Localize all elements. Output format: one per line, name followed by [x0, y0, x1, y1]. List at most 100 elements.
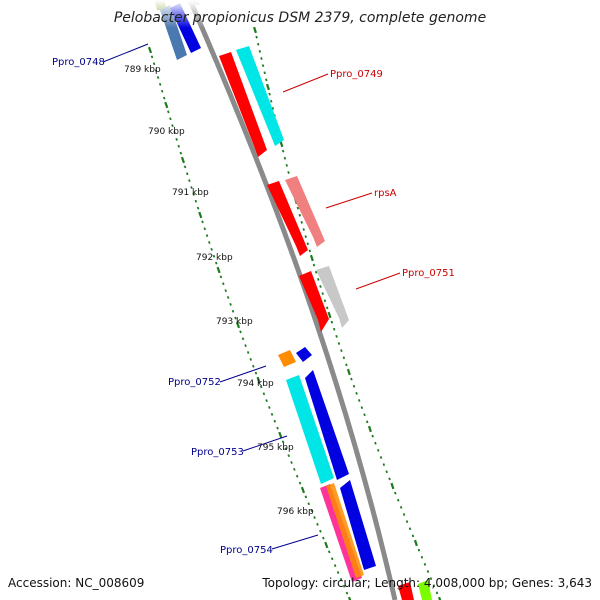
tick-mark [180, 156, 186, 164]
tick-mark [298, 213, 302, 217]
tick-mark [438, 596, 442, 600]
tick-mark [246, 351, 250, 354]
gene-feature-rpsa[interactable] [285, 176, 325, 247]
gene-label[interactable]: Ppro_0753 [191, 447, 244, 458]
tick-mark [310, 509, 313, 513]
tick-mark [396, 498, 400, 502]
tick-mark [319, 285, 322, 288]
tick-mark [183, 165, 187, 169]
tick-mark [268, 92, 271, 96]
tick-label: 791 kbp [172, 188, 209, 198]
label-leader [102, 43, 149, 63]
tick-mark [265, 83, 270, 91]
tick-mark [435, 591, 439, 595]
tick-mark [287, 454, 290, 458]
tick-mark [198, 211, 203, 219]
tick-mark [265, 78, 268, 82]
tick-mark [307, 502, 310, 506]
gene-feature[interactable] [326, 483, 364, 578]
label-leader [282, 73, 329, 93]
tick-mark [302, 228, 305, 231]
tick-label: 794 kbp [237, 379, 274, 389]
feature-gaps [210, 160, 300, 178]
tick-mark [239, 330, 242, 334]
tick-mark [335, 334, 338, 338]
tick-mark [263, 71, 266, 75]
cog-bar[interactable] [299, 271, 329, 332]
tick-mark [312, 263, 316, 267]
cog-bar[interactable] [219, 52, 267, 157]
tick-mark [258, 49, 262, 53]
tick-mark [345, 363, 348, 367]
tick-mark [300, 486, 306, 494]
tick-mark [293, 467, 296, 471]
tick-mark [327, 550, 331, 554]
tick-mark [173, 131, 176, 134]
tick-mark [252, 364, 255, 368]
gene-feature[interactable] [340, 480, 376, 570]
tick-mark [355, 391, 358, 395]
tick-mark [300, 220, 303, 224]
tick-mark [255, 35, 258, 39]
tick-mark [235, 321, 241, 329]
accession-text: Accession: NC_008609 [8, 576, 144, 590]
tick-mark [426, 570, 430, 573]
label-leader [355, 272, 401, 290]
gene-label[interactable]: Ppro_0752 [168, 377, 221, 388]
tick-mark [222, 282, 225, 286]
tick-mark [304, 495, 308, 499]
tick-mark [281, 440, 285, 444]
tick-mark [278, 431, 283, 439]
tick-mark [262, 392, 266, 396]
tick-mark [281, 149, 285, 153]
tick-mark [219, 275, 223, 279]
gene-label[interactable]: Ppro_0749 [330, 69, 383, 80]
gene-label[interactable]: rpsA [374, 188, 397, 199]
tick-label: 790 kbp [148, 127, 185, 137]
tick-mark [423, 562, 427, 566]
gene-feature[interactable] [296, 347, 312, 362]
tick-mark [413, 539, 418, 547]
tick-mark [160, 89, 164, 93]
tick-mark [316, 522, 319, 526]
tick-mark [249, 357, 252, 361]
gene-feature-ppro0749[interactable] [236, 46, 284, 146]
tick-mark [152, 62, 156, 66]
gene-label[interactable]: Ppro_0751 [402, 268, 455, 279]
tick-mark [306, 242, 309, 246]
tick-mark [177, 144, 180, 148]
tick-mark [417, 548, 421, 552]
tick-mark [270, 412, 274, 416]
tick-mark [357, 399, 361, 402]
tick-mark [420, 555, 424, 559]
gene-feature[interactable] [398, 582, 414, 600]
tick-mark [342, 584, 346, 588]
label-leaders [102, 43, 401, 550]
gene-feature-ppro0751[interactable] [316, 266, 349, 328]
label-leader [271, 534, 319, 550]
tick-mark [196, 206, 200, 210]
tick-mark [322, 536, 325, 540]
tick-mark [268, 406, 271, 409]
tick-mark [308, 249, 312, 253]
gene-label[interactable]: Ppro_0754 [220, 545, 273, 556]
gene-feature[interactable] [418, 580, 432, 600]
tick-mark [270, 99, 273, 103]
tick-mark [314, 270, 318, 274]
tick-mark [323, 299, 327, 303]
tick-label: 792 kbp [196, 253, 233, 263]
tick-mark [205, 234, 209, 238]
tick-mark [203, 227, 207, 231]
tick-mark [150, 55, 154, 59]
tick-mark [156, 76, 160, 79]
tick-mark [330, 557, 334, 561]
gene-feature-ppro0752[interactable] [278, 350, 296, 367]
tick-mark [347, 596, 352, 600]
gene-feature[interactable] [305, 370, 349, 480]
gene-feature-ppro0753[interactable] [286, 375, 334, 484]
gene-label[interactable]: Ppro_0748 [52, 57, 105, 68]
tick-mark [350, 377, 353, 381]
tick-mark [309, 254, 314, 262]
cog-bar[interactable] [267, 181, 308, 256]
